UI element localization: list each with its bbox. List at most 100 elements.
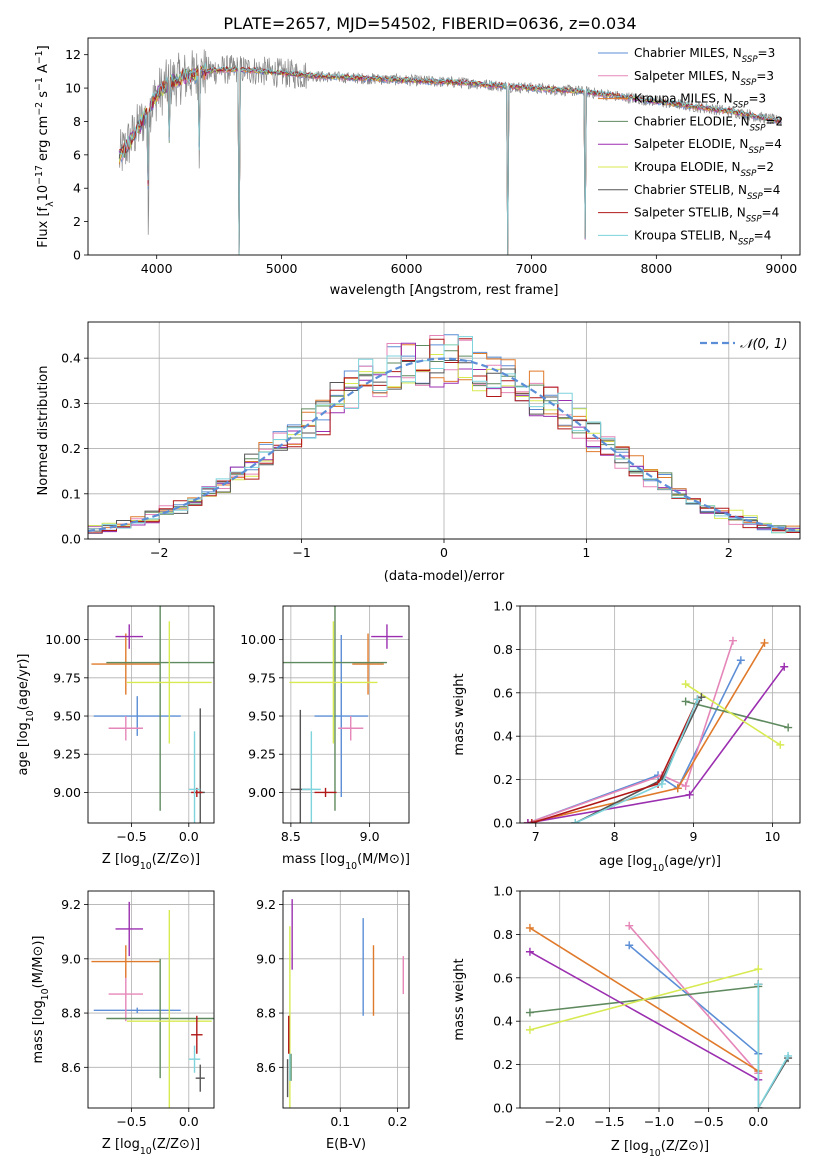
plot-area	[118, 49, 782, 255]
label-part: 10	[140, 861, 152, 872]
series-line-salpeter-elodie	[527, 666, 785, 823]
legend-tail: =4	[763, 183, 781, 197]
legend-text: Kroupa MILES, N	[634, 92, 733, 106]
x-tick-label: 4000	[141, 261, 173, 276]
legend-text: Chabrier MILES, N	[634, 46, 742, 60]
label-part: 10	[345, 861, 357, 872]
series-marker-kroupa-elodie	[525, 1025, 534, 1034]
legend-entry-label: Salpeter ELODIE, NSSP=4	[634, 137, 782, 156]
series-marker-salpeter-stelib	[527, 819, 536, 823]
series-line-salpeter-miles	[527, 640, 734, 823]
legend-entry-label: Salpeter MILES, NSSP=3	[634, 69, 774, 88]
label-part: Z [log	[611, 1139, 649, 1154]
legend-subscript: SSP	[748, 146, 765, 156]
series-marker-kroupa-miles	[673, 784, 682, 793]
y-tick-label: 8.6	[256, 1060, 276, 1075]
y-tick-label: 9.50	[248, 709, 276, 724]
y-tick-label: 10.00	[240, 632, 276, 647]
x-tick-label: −1	[292, 545, 310, 560]
x-tick-label: 0.0	[179, 1114, 199, 1129]
y-axis-label: mass weight	[452, 958, 467, 1040]
x-tick-label: 7	[532, 829, 540, 844]
legend-entry-label: Chabrier MILES, NSSP=3	[634, 46, 775, 65]
age-vs-mass-panel: 8.5 9.0 9.00 9.25 9.50 9.75 10.00 mass [log10(M…	[240, 605, 410, 872]
legend-text: Salpeter STELIB, N	[634, 206, 746, 220]
axes-frame	[87, 890, 215, 1109]
legend-entry-label: Chabrier STELIB, NSSP=4	[634, 183, 780, 202]
legend-tail: =4	[754, 228, 772, 242]
y-tick-label: 0.0	[493, 1101, 513, 1116]
y-tick-label: 10.00	[45, 632, 81, 647]
x-tick-label: 9.0	[360, 829, 380, 844]
y-tick-label: 10	[65, 81, 81, 96]
label-part: age [log	[16, 722, 31, 775]
legend-subscript: SSP	[741, 78, 758, 88]
series-marker-kroupa-stelib	[657, 779, 666, 788]
mass-vs-metallicity-panel: −0.5 0.08.68.89.09.2Z [log10(Z/Z⊙)]mass […	[31, 890, 215, 1157]
series-marker-kroupa-stelib	[693, 695, 702, 704]
legend-entry-label: Chabrier ELODIE, NSSP=2	[634, 114, 783, 133]
series-line-kroupa-elodie	[529, 968, 759, 1031]
histogram-salpeter-elodie	[88, 342, 800, 533]
x-tick-label: 0	[440, 545, 448, 560]
legend-gaussian-label: 𝒩(0, 1)	[740, 337, 787, 352]
mass-vs-reddening-panel: 0.1 0.2 8.6 8.8 9.0 9.2 E(B-V)	[256, 890, 410, 1152]
x-tick-label: 5000	[266, 261, 298, 276]
x-tick-label: 9	[690, 829, 698, 844]
y-tick-label: 1.0	[493, 599, 513, 614]
x-tick-label: 0.0	[179, 829, 199, 844]
label-part: E(B-V)	[326, 1137, 366, 1152]
y-tick-label: 12	[65, 47, 81, 62]
series-marker-salpeter-elodie	[780, 662, 789, 671]
legend-tail: =2	[756, 160, 774, 174]
legend-subscript: SSP	[746, 215, 763, 225]
legend-tail: =2	[765, 114, 783, 128]
label-part: 10	[25, 710, 36, 722]
plot-area	[286, 899, 404, 1108]
plot-area	[88, 334, 800, 534]
legend-text: Salpeter MILES, N	[634, 69, 741, 83]
x-tick-label: −0.5	[116, 1114, 146, 1129]
label-part: −17	[34, 165, 45, 185]
series-line-chabrier-stelib	[757, 984, 789, 1108]
plot-area	[91, 606, 214, 823]
y-tick-label: 8	[73, 114, 81, 129]
series-marker-chabrier-elodie	[784, 723, 793, 732]
series-marker-kroupa-elodie	[681, 680, 690, 689]
label-part: mass [log	[31, 1000, 46, 1063]
series-marker-salpeter-miles	[625, 921, 634, 930]
legend-subscript: SSP	[733, 101, 750, 111]
legend-subscript: SSP	[750, 123, 767, 133]
series-line-salpeter-miles	[628, 925, 759, 1074]
x-tick-label: 8.5	[281, 829, 301, 844]
y-tick-label: 0.6	[493, 685, 513, 700]
y-tick-label: 0	[73, 248, 81, 263]
label-part: (age/yr)]	[16, 654, 31, 711]
x-tick-label: 10	[764, 829, 780, 844]
mass-weight-vs-metallicity-panel: −2.0 −1.5 −1.0 −0.5 0.0 0.0 0.2 0.4 0.6 0.8 1.0 Z […	[452, 884, 801, 1159]
series-marker-salpeter-elodie	[525, 947, 534, 956]
y-tick-label: 9.25	[53, 747, 81, 762]
axes-frame	[87, 605, 215, 824]
label-part: age [log	[599, 854, 652, 869]
series-line-kroupa-miles	[527, 642, 766, 823]
label-part: (Z/Z⊙)]	[152, 1137, 200, 1152]
label-part: Flux [f	[36, 206, 51, 247]
y-tick-label: 8.8	[256, 1006, 276, 1021]
legend-subscript: SSP	[742, 55, 759, 65]
y-tick-label: 0.6	[493, 970, 513, 985]
label-part: mass [log	[282, 852, 345, 867]
y-tick-label: 4	[73, 181, 81, 196]
y-tick-label: 9.50	[53, 709, 81, 724]
series-marker-kroupa-stelib	[571, 819, 580, 823]
series-marker-kroupa-elodie	[776, 740, 785, 749]
x-axis-label: Z [log10(Z/Z⊙)]	[102, 852, 200, 872]
x-tick-label: 9000	[765, 261, 797, 276]
y-tick-label: 9.2	[256, 897, 276, 912]
legend-text: Chabrier STELIB, N	[634, 183, 747, 197]
y-tick-label: 1.0	[493, 884, 513, 899]
series-marker-salpeter-miles	[681, 782, 690, 791]
label-part: 10	[652, 863, 664, 874]
legend-tail: =4	[762, 206, 780, 220]
